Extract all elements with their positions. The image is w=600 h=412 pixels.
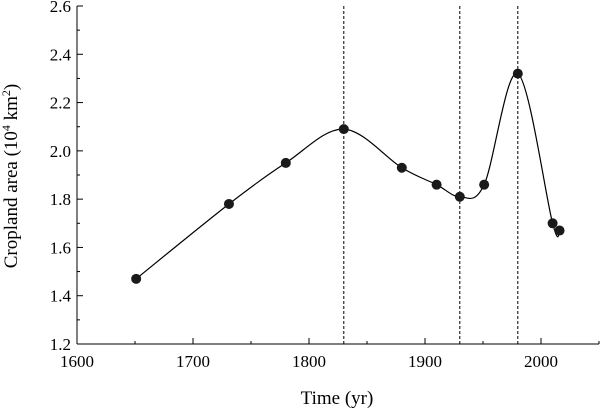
data-point xyxy=(512,68,523,79)
y-axis-label-sup2: 2 xyxy=(0,90,13,96)
data-point xyxy=(223,198,234,209)
y-tick-label: 1.6 xyxy=(50,238,71,257)
x-tick-label: 1700 xyxy=(176,352,210,371)
y-tick-label: 2.6 xyxy=(50,0,71,16)
y-axis-label-close: ) xyxy=(1,84,22,90)
axes: 1.2 1.4 1.6 1.8 2.0 2.2 2.4 2.6 1600 1700 1800 1900… xyxy=(50,0,600,371)
data-point xyxy=(131,273,142,284)
data-point xyxy=(338,124,349,135)
y-tick-label: 2.0 xyxy=(50,142,71,161)
y-tick-label: 1.8 xyxy=(50,190,71,209)
y-tick-label: 2.4 xyxy=(50,45,72,64)
x-tick-label: 1800 xyxy=(292,352,326,371)
data-point xyxy=(280,157,291,168)
y-axis-label: Cropland area (104 km2) xyxy=(0,84,22,269)
y-tick-label: 1.4 xyxy=(50,287,72,306)
x-tick-label: 2000 xyxy=(524,352,558,371)
y-axis-label-main: Cropland area (10 xyxy=(1,131,22,268)
series-line xyxy=(135,72,561,280)
y-axis-label-sup: 4 xyxy=(0,125,13,131)
y-axis-label-tail: km xyxy=(1,96,22,125)
x-tick-label: 1900 xyxy=(408,352,442,371)
x-axis-label: Time (yr) xyxy=(301,388,374,409)
data-point xyxy=(454,191,465,202)
x-tick-label: 1600 xyxy=(60,352,94,371)
y-tick-label: 2.2 xyxy=(50,94,71,113)
data-point xyxy=(547,218,558,229)
plot-area xyxy=(131,6,565,344)
data-point xyxy=(396,162,407,173)
data-point xyxy=(431,179,442,190)
data-point xyxy=(554,225,565,236)
y-tick-label: 1.2 xyxy=(50,335,71,354)
data-point xyxy=(479,179,490,190)
